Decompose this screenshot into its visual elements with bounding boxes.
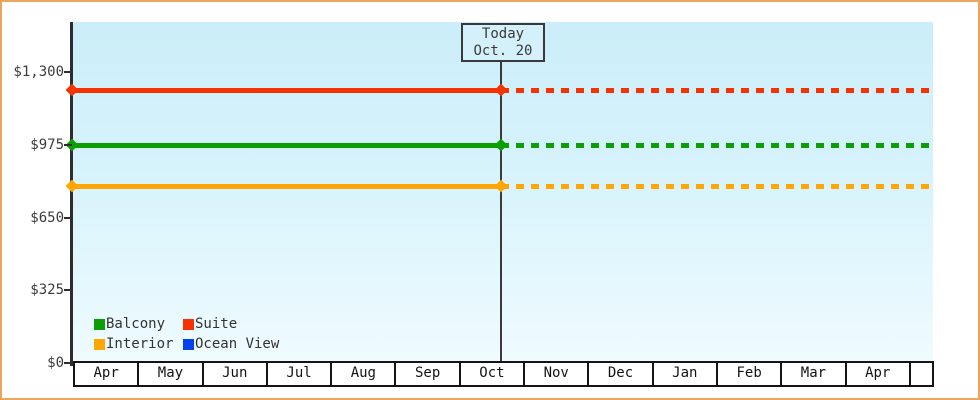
legend-label: Interior — [106, 336, 174, 352]
legend-item-balcony: Balcony — [94, 316, 165, 332]
legend-label: Suite — [195, 316, 238, 332]
legend-swatch-icon — [94, 338, 105, 350]
month-cell-sep: Sep — [396, 363, 461, 385]
y-tick-label: $650 — [30, 209, 64, 226]
legend-item-suite: Suite — [183, 316, 237, 332]
month-cell-may: May — [139, 363, 204, 385]
y-tick-mark — [64, 216, 72, 219]
x-axis-month-row: Apr May Jun Jul Aug Sep Oct Nov Dec Jan Feb Mar Apr — [73, 361, 934, 387]
month-cell-feb: Feb — [718, 363, 783, 385]
month-cell-mar: Mar — [782, 363, 847, 385]
legend-label: Balcony — [106, 316, 166, 332]
month-cell-oct: Oct — [461, 363, 526, 385]
month-cell-nov: Nov — [525, 363, 590, 385]
today-annotation: Today Oct. 20 — [461, 23, 545, 62]
price-line-future-interior — [501, 184, 933, 190]
month-cell-jun: Jun — [204, 363, 268, 385]
y-tick-mark — [64, 289, 72, 292]
legend-swatch-icon — [94, 318, 105, 330]
price-line-past-suite — [73, 87, 501, 93]
price-line-future-balcony — [501, 142, 933, 148]
month-cell-apr: Apr — [75, 363, 140, 385]
y-tick-mark — [64, 71, 72, 73]
legend-label: Ocean View — [195, 336, 280, 352]
today-label: Today — [481, 26, 525, 42]
month-cell-empty — [911, 363, 932, 385]
month-cell-jan: Jan — [654, 363, 718, 385]
legend-item-interior: Interior — [94, 336, 173, 352]
today-line — [500, 61, 502, 361]
price-line-past-balcony — [73, 142, 501, 148]
legend-item-ocean-view: Ocean View — [183, 336, 279, 352]
today-date: Oct. 20 — [473, 43, 533, 59]
y-tick-label: $325 — [30, 282, 64, 299]
y-tick-label: $1,300 — [13, 64, 64, 80]
y-tick-label: $975 — [30, 136, 64, 153]
month-cell-aug: Aug — [332, 363, 397, 385]
y-axis — [70, 22, 73, 366]
month-cell-apr: Apr — [847, 363, 911, 385]
price-line-future-suite — [501, 87, 933, 93]
price-line-past-interior — [73, 184, 501, 190]
month-cell-jul: Jul — [268, 363, 333, 385]
month-cell-dec: Dec — [589, 363, 654, 385]
y-tick-mark — [64, 143, 72, 146]
y-tick-mark — [64, 362, 72, 364]
plot-area — [73, 22, 933, 361]
legend-swatch-icon — [183, 318, 194, 330]
legend-swatch-icon — [183, 338, 194, 350]
y-tick-label: $0 — [47, 355, 64, 371]
